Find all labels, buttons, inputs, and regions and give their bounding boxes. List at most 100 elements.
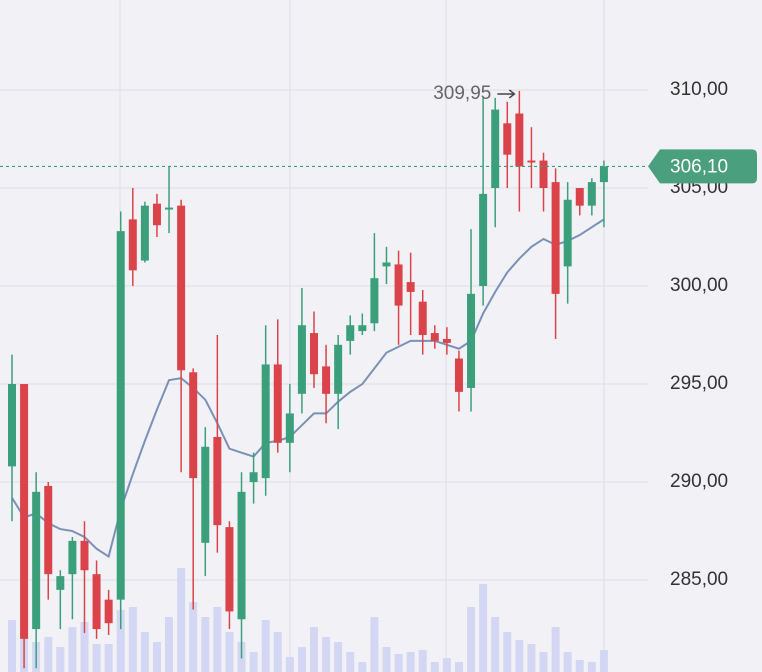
candle-body: [297, 325, 306, 394]
volume-bar: [44, 637, 53, 672]
y-tick-label: 310,00: [670, 79, 728, 100]
last-price-label: 306,10: [670, 156, 728, 177]
volume-bar: [358, 662, 367, 672]
volume-bar: [430, 662, 439, 672]
candle-body: [20, 384, 29, 639]
candle-body: [370, 278, 379, 324]
volume-bar: [539, 652, 548, 672]
candle-body: [551, 182, 560, 294]
candle-body: [418, 301, 427, 336]
volume-bar: [454, 662, 463, 672]
candle-body: [165, 207, 174, 210]
candle-body: [273, 364, 282, 443]
candle-body: [128, 219, 137, 271]
candle-body: [285, 413, 294, 443]
volume-bar: [56, 647, 65, 672]
candle-body: [382, 262, 391, 267]
volume-bar: [515, 640, 524, 672]
volume-bar: [310, 627, 318, 672]
volume-bar: [406, 652, 415, 672]
candle-body: [56, 576, 65, 590]
candle-body: [32, 491, 41, 630]
candle-body: [430, 333, 439, 341]
candle-body: [503, 123, 512, 155]
candle-body: [177, 205, 186, 371]
candle-body: [358, 325, 367, 332]
candle-body: [467, 293, 476, 388]
y-tick-label: 300,00: [670, 275, 728, 296]
volume-bar: [273, 632, 282, 672]
volume-bar: [285, 657, 294, 672]
candle-body: [92, 574, 101, 630]
candle-body: [479, 193, 488, 287]
volume-bar: [467, 607, 476, 672]
candle-body: [491, 109, 500, 188]
y-tick-label: 315,00: [670, 0, 728, 2]
candle-body: [406, 282, 415, 292]
volume-bar: [249, 652, 258, 672]
candle-body: [587, 182, 596, 206]
volume-bar: [599, 650, 608, 672]
candle-body: [249, 472, 258, 483]
volume-bar: [92, 644, 101, 672]
volume-bar: [418, 650, 427, 672]
candle-body: [201, 446, 210, 543]
candle-body: [322, 366, 331, 394]
high-marker-label: 309,95: [433, 83, 491, 104]
volume-bar: [165, 617, 174, 672]
candle-body: [575, 187, 584, 206]
volume-bar: [394, 654, 403, 672]
candle-body: [80, 540, 89, 571]
candle-body: [152, 203, 161, 226]
volume-bar: [587, 662, 596, 672]
volume-bar: [140, 632, 149, 672]
last-price-badge: [648, 149, 757, 184]
candle-body: [563, 199, 572, 267]
candle-body: [527, 160, 536, 163]
volume-bar: [201, 617, 210, 672]
candle-body: [334, 344, 343, 394]
volume-bar: [491, 617, 500, 672]
candle-body: [140, 205, 149, 261]
candle-body: [104, 599, 113, 624]
moving-average-line: [11, 218, 605, 559]
candle-body: [454, 358, 463, 392]
volume-bar: [334, 642, 343, 672]
candle-body: [515, 113, 524, 167]
volume-bar: [370, 617, 379, 672]
volume-bar: [177, 568, 186, 672]
volume-bar: [575, 660, 584, 672]
high-marker-arrowhead: [508, 89, 516, 99]
volume-bar: [213, 607, 222, 672]
volume-bar: [503, 632, 512, 672]
volume-bar: [225, 632, 234, 672]
candle-body: [68, 540, 77, 575]
volume-bar: [297, 647, 306, 672]
volume-bar: [322, 637, 331, 672]
candle-body: [237, 491, 246, 620]
volume-bar: [104, 644, 113, 672]
candle-body: [310, 333, 318, 375]
candle-body: [8, 384, 16, 467]
candle-body: [213, 436, 222, 526]
volume-bar: [261, 620, 270, 672]
volume-bar: [8, 620, 16, 672]
candle-body: [346, 325, 355, 341]
candle-body: [116, 231, 125, 600]
y-tick-label: 290,00: [670, 471, 728, 492]
candle-body: [225, 527, 234, 612]
volume-bar: [152, 642, 161, 672]
y-tick-label: 295,00: [670, 373, 728, 394]
candle-body: [189, 372, 198, 479]
volume-bar: [189, 602, 198, 672]
volume-bar: [479, 584, 488, 672]
candle-body: [394, 264, 403, 306]
volume-bar: [116, 610, 125, 672]
volume-bar: [527, 644, 536, 672]
volume-bar: [563, 652, 572, 672]
candle-body: [539, 160, 548, 188]
volume-bar: [442, 658, 451, 672]
